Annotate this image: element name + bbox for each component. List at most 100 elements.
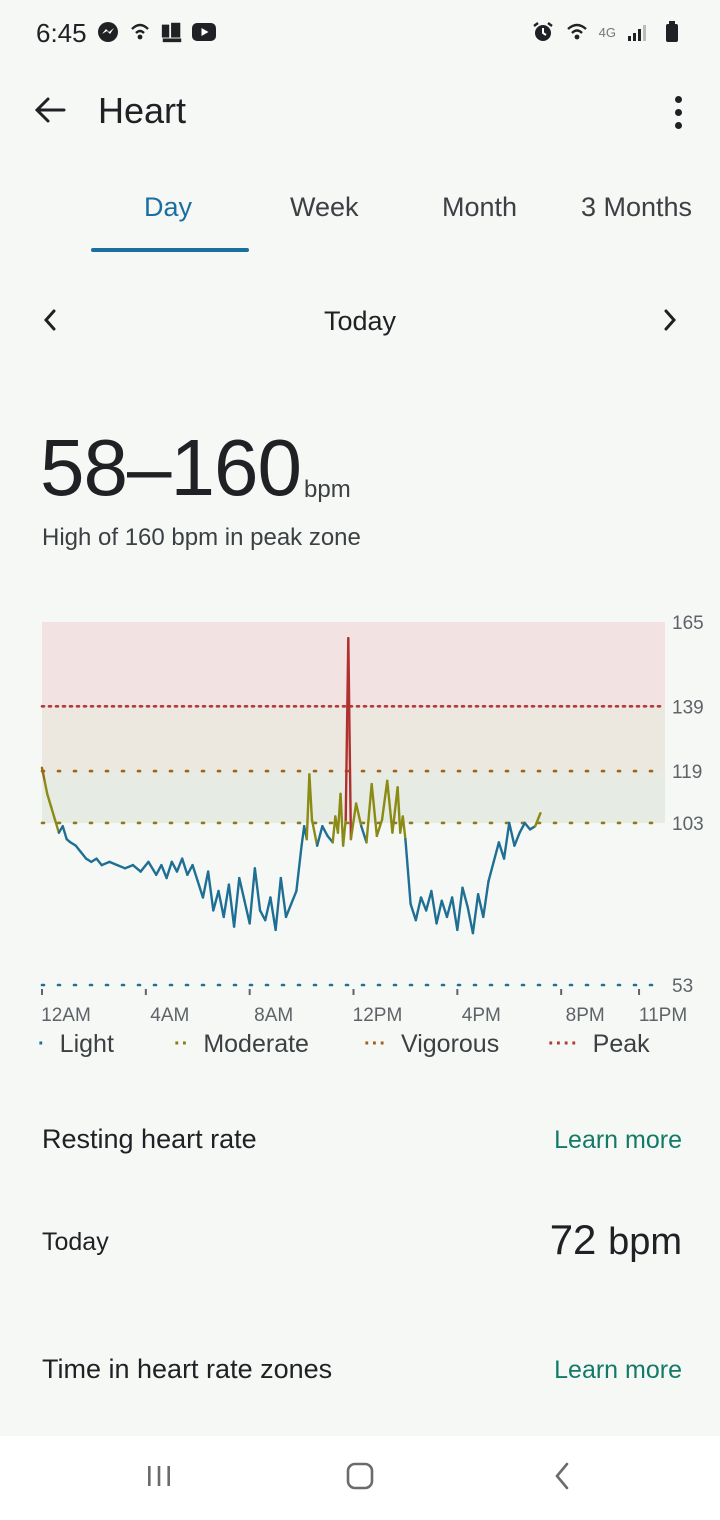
x-tick-label: 8AM [254, 1005, 293, 1026]
heart-rate-line-segment [508, 821, 516, 847]
zones-section-title: Time in heart rate zones [42, 1354, 333, 1384]
heart-rate-chart: 165 139 119 103 53 12AM 4AM 8AM 12PM 4PM 8PM 11PM [40, 613, 704, 1026]
heart-rate-line-segment [45, 792, 53, 808]
heart-rate-line-segment [534, 812, 542, 828]
heart-rate-line-segment [518, 821, 527, 834]
resting-today-label: Today [42, 1228, 109, 1256]
x-tick-label: 4PM [462, 1005, 501, 1026]
youtube-icon [192, 20, 216, 44]
heart-rate-line-segment [227, 883, 236, 928]
next-day-button[interactable] [654, 306, 686, 338]
heart-rate-line-segment [450, 896, 459, 932]
heart-rate-line-segment [396, 786, 402, 834]
x-tick-label: 11PM [639, 1005, 687, 1026]
resting-heart-rate-value: 72 bpm [550, 1216, 682, 1264]
tab-month[interactable]: Month [442, 192, 518, 222]
tab-day[interactable]: Day [144, 192, 193, 222]
previous-day-button[interactable] [34, 306, 66, 338]
heart-rate-line-segment [380, 779, 389, 821]
more-vert-icon [674, 95, 682, 103]
back-button[interactable] [30, 92, 70, 132]
heart-rate-line-segment [284, 902, 293, 919]
status-icons-right: 4G [531, 20, 684, 44]
status-icons-left [96, 20, 216, 44]
recents-button[interactable] [139, 1458, 179, 1498]
heart-rate-line-segment [347, 637, 353, 841]
status-time: 6:45 [36, 18, 87, 48]
home-button[interactable] [340, 1458, 380, 1498]
heart-rate-line-segment [492, 841, 501, 864]
heart-rate-range-unit: bpm [304, 476, 351, 503]
heart-rate-line-segment [170, 860, 179, 873]
heart-rate-line-segment [212, 889, 220, 912]
y-tick-label: 53 [672, 976, 693, 997]
heart-rate-line-segment [321, 824, 329, 838]
network-type-label: 4G [598, 24, 616, 40]
heart-rate-line-segment [419, 896, 428, 912]
heart-rate-line-segment [461, 886, 469, 909]
chevron-left-icon [42, 308, 58, 337]
zone-band-peak [42, 622, 665, 707]
y-tick-label: 139 [672, 697, 704, 718]
zones-learn-more-link[interactable]: Learn more [554, 1356, 682, 1384]
heart-rate-line-segment [243, 899, 251, 925]
tab-3-months[interactable]: 3 Months [581, 192, 693, 222]
heart-rate-line-segment [341, 818, 347, 847]
heart-rate-line-segment [165, 860, 173, 880]
system-nav-bar [0, 1436, 720, 1520]
heart-rate-line-segment [370, 782, 379, 838]
heart-rate-line-segment [191, 863, 199, 883]
heart-rate-line-segment [40, 766, 46, 783]
heart-rate-line-segment [100, 860, 111, 867]
page-title: Heart [98, 90, 187, 131]
y-tick-label: 119 [672, 762, 702, 783]
signal-icon [626, 20, 650, 44]
heart-rate-line-segment [196, 880, 205, 899]
heart-rate-line-segment [409, 902, 417, 922]
heart-rate-line-segment [175, 857, 184, 873]
heart-rate-line-segment [308, 773, 314, 821]
back-icon [552, 1461, 572, 1496]
heart-rate-line-segment [430, 889, 438, 925]
heart-rate-line-segment [43, 779, 49, 795]
heart-rate-line-segment [108, 860, 119, 867]
resting-heart-rate-title: Resting heart rate [42, 1124, 257, 1154]
heart-rate-line-segment [445, 896, 454, 919]
home-icon [345, 1461, 375, 1496]
heart-rate-line-segment [264, 896, 272, 922]
system-back-button[interactable] [542, 1458, 582, 1498]
legend-swatch-vigorous: ··· [364, 1033, 387, 1055]
heart-rate-line-segment [401, 815, 407, 841]
heart-rate-line-segment [502, 821, 511, 860]
heart-rate-summary: High of 160 bpm in peak zone [42, 524, 361, 551]
heart-rate-line-segment [206, 870, 215, 912]
heart-rate-line-segment [391, 808, 397, 834]
heart-rate-line-segment [354, 802, 363, 828]
heart-rate-line-segment [386, 779, 394, 834]
date-label: Today [323, 306, 397, 336]
heart-rate-line-segment [258, 909, 267, 922]
legend-peak: ···· Peak [548, 1030, 650, 1059]
heart-rate-line-segment [375, 818, 384, 838]
tab-week[interactable]: Week [290, 192, 359, 222]
x-tick-label: 12AM [41, 1005, 91, 1026]
heart-rate-line-segment [248, 867, 257, 925]
y-tick-label: 165 [672, 613, 704, 634]
usa-news-icon [160, 20, 184, 44]
heart-rate-line-segment [116, 863, 127, 870]
zone-band-vigorous [42, 706, 665, 772]
heart-rate-range: 58–160 [40, 423, 302, 512]
wifi-icon [565, 20, 589, 44]
heart-rate-line-segment [497, 841, 506, 860]
overflow-menu-button[interactable] [666, 92, 690, 132]
heart-rate-line-segment [53, 818, 61, 834]
active-tab-indicator [91, 248, 249, 252]
x-tick-label: 12PM [353, 1005, 403, 1026]
arrow-left-icon [34, 96, 66, 129]
heart-rate-line-segment [139, 860, 150, 873]
legend-moderate: ·· Moderate [174, 1030, 309, 1059]
heart-rate-line-segment [131, 863, 142, 873]
resting-learn-more-link[interactable]: Learn more [554, 1126, 682, 1154]
y-tick-label: 103 [672, 814, 704, 835]
legend-label-light: Light [59, 1030, 114, 1058]
